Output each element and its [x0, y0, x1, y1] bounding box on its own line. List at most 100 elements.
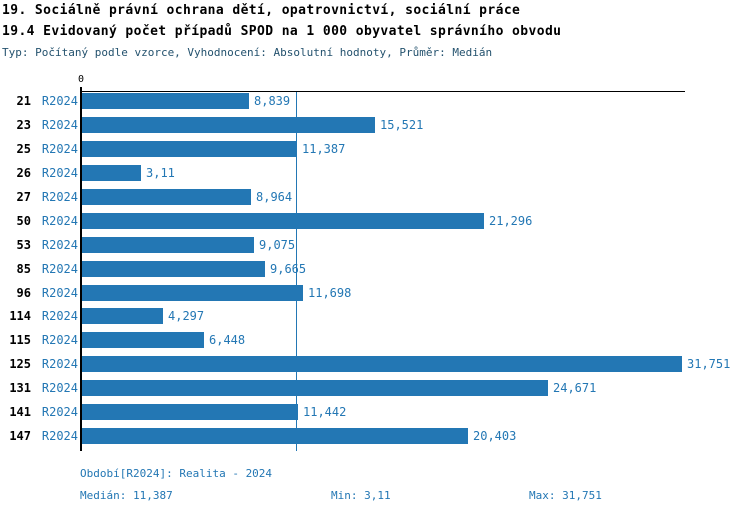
row-series-label: R2024	[41, 333, 78, 348]
chart-row: 141 R2024 11,442	[0, 403, 750, 427]
bar-value-label: 4,297	[168, 309, 205, 324]
bar-value-label: 11,698	[308, 285, 352, 300]
row-category-label: 114	[9, 309, 31, 324]
chart-row: 85 R2024 9,665	[0, 260, 750, 284]
bar	[82, 284, 303, 301]
row-category-label: 115	[9, 333, 31, 348]
row-category-label: 26	[16, 165, 31, 180]
chart-row: 53 R2024 9,075	[0, 236, 750, 260]
bar	[82, 140, 297, 157]
bar	[82, 356, 682, 373]
chart-row: 26 R2024 3,11	[0, 164, 750, 188]
bar	[82, 380, 548, 397]
row-category-label: 125	[9, 357, 31, 372]
row-series-label: R2024	[41, 357, 78, 372]
row-series-label: R2024	[41, 165, 78, 180]
bar-value-label: 11,442	[303, 405, 347, 420]
bar-value-label: 8,964	[256, 189, 293, 204]
row-category-label: 53	[16, 237, 31, 252]
chart-row: 115 R2024 6,448	[0, 331, 750, 355]
bar-value-label: 6,448	[209, 333, 246, 348]
footer-max-stat: Max: 31,751	[529, 489, 602, 502]
x-axis-zero-label: 0	[77, 74, 85, 85]
bar-track: 9,075	[82, 236, 750, 253]
bar-track: 21,296	[82, 212, 750, 229]
bar-track: 31,751	[82, 356, 750, 373]
bar	[82, 188, 251, 205]
bar	[82, 116, 375, 133]
row-series-label: R2024	[41, 189, 78, 204]
chart-subtitle: 19.4 Evidovaný počet případů SPOD na 1 0…	[2, 24, 562, 39]
median-reference-line	[296, 92, 297, 451]
bar-value-label: 31,751	[687, 357, 731, 372]
chart-meta-line: Typ: Počítaný podle vzorce, Vyhodnocení:…	[2, 46, 493, 59]
row-category-label: 85	[16, 261, 31, 276]
bar	[82, 428, 468, 445]
row-series-label: R2024	[41, 141, 78, 156]
row-series-label: R2024	[41, 429, 78, 444]
footer-median-stat: Medián: 11,387	[80, 489, 173, 502]
footer-period-label: Období[R2024]: Realita - 2024	[80, 467, 273, 480]
x-axis-top-line	[80, 91, 685, 92]
bar-value-label: 11,387	[302, 141, 346, 156]
chart-row: 131 R2024 24,671	[0, 379, 750, 403]
chart-row: 25 R2024 11,387	[0, 140, 750, 164]
bar-value-label: 8,839	[254, 94, 291, 108]
row-series-label: R2024	[41, 309, 78, 324]
bar-track: 4,297	[82, 308, 750, 325]
bar	[82, 236, 254, 253]
footer-min-stat: Min: 3,11	[331, 489, 391, 502]
chart-row: 96 R2024 11,698	[0, 284, 750, 308]
chart-rows: 21 R2024 8,839 23 R2024 15,521 25 R2024 11,387 26…	[0, 92, 750, 451]
row-category-label: 50	[16, 213, 31, 228]
bar	[82, 260, 265, 277]
row-series-label: R2024	[41, 117, 78, 132]
row-category-label: 141	[9, 405, 31, 420]
bar-track: 9,665	[82, 260, 750, 277]
chart-row: 147 R2024 20,403	[0, 427, 750, 451]
chart-row: 114 R2024 4,297	[0, 307, 750, 331]
bar-value-label: 20,403	[473, 429, 517, 444]
bar-track: 8,839	[82, 93, 750, 109]
row-series-label: R2024	[41, 261, 78, 276]
bar-value-label: 21,296	[489, 213, 533, 228]
bar	[82, 212, 484, 229]
bar-track: 3,11	[82, 164, 750, 181]
bar	[82, 404, 298, 421]
chart-row: 27 R2024 8,964	[0, 188, 750, 212]
row-category-label: 147	[9, 429, 31, 444]
bar-value-label: 15,521	[380, 117, 424, 132]
row-category-label: 23	[16, 117, 31, 132]
row-category-label: 21	[16, 94, 31, 108]
row-category-label: 25	[16, 141, 31, 156]
bar-track: 15,521	[82, 116, 750, 133]
bar	[82, 332, 204, 349]
bar	[82, 93, 249, 109]
row-category-label: 96	[16, 285, 31, 300]
chart-row: 21 R2024 8,839	[0, 92, 750, 116]
bar	[82, 164, 141, 181]
bar-track: 6,448	[82, 332, 750, 349]
bar-track: 24,671	[82, 380, 750, 397]
row-category-label: 27	[16, 189, 31, 204]
row-series-label: R2024	[41, 237, 78, 252]
chart-row: 125 R2024 31,751	[0, 355, 750, 379]
row-series-label: R2024	[41, 94, 78, 108]
row-series-label: R2024	[41, 405, 78, 420]
bar-value-label: 9,075	[259, 237, 296, 252]
chart-row: 23 R2024 15,521	[0, 116, 750, 140]
row-series-label: R2024	[41, 213, 78, 228]
row-series-label: R2024	[41, 381, 78, 396]
y-axis-line	[80, 87, 82, 451]
row-category-label: 131	[9, 381, 31, 396]
chart-row: 50 R2024 21,296	[0, 212, 750, 236]
row-series-label: R2024	[41, 285, 78, 300]
bar-value-label: 24,671	[553, 381, 597, 396]
bar-track: 20,403	[82, 428, 750, 445]
bar-track: 11,698	[82, 284, 750, 301]
bar-value-label: 3,11	[146, 165, 175, 180]
bar-track: 11,442	[82, 404, 750, 421]
bar-track: 8,964	[82, 188, 750, 205]
bar	[82, 308, 163, 325]
